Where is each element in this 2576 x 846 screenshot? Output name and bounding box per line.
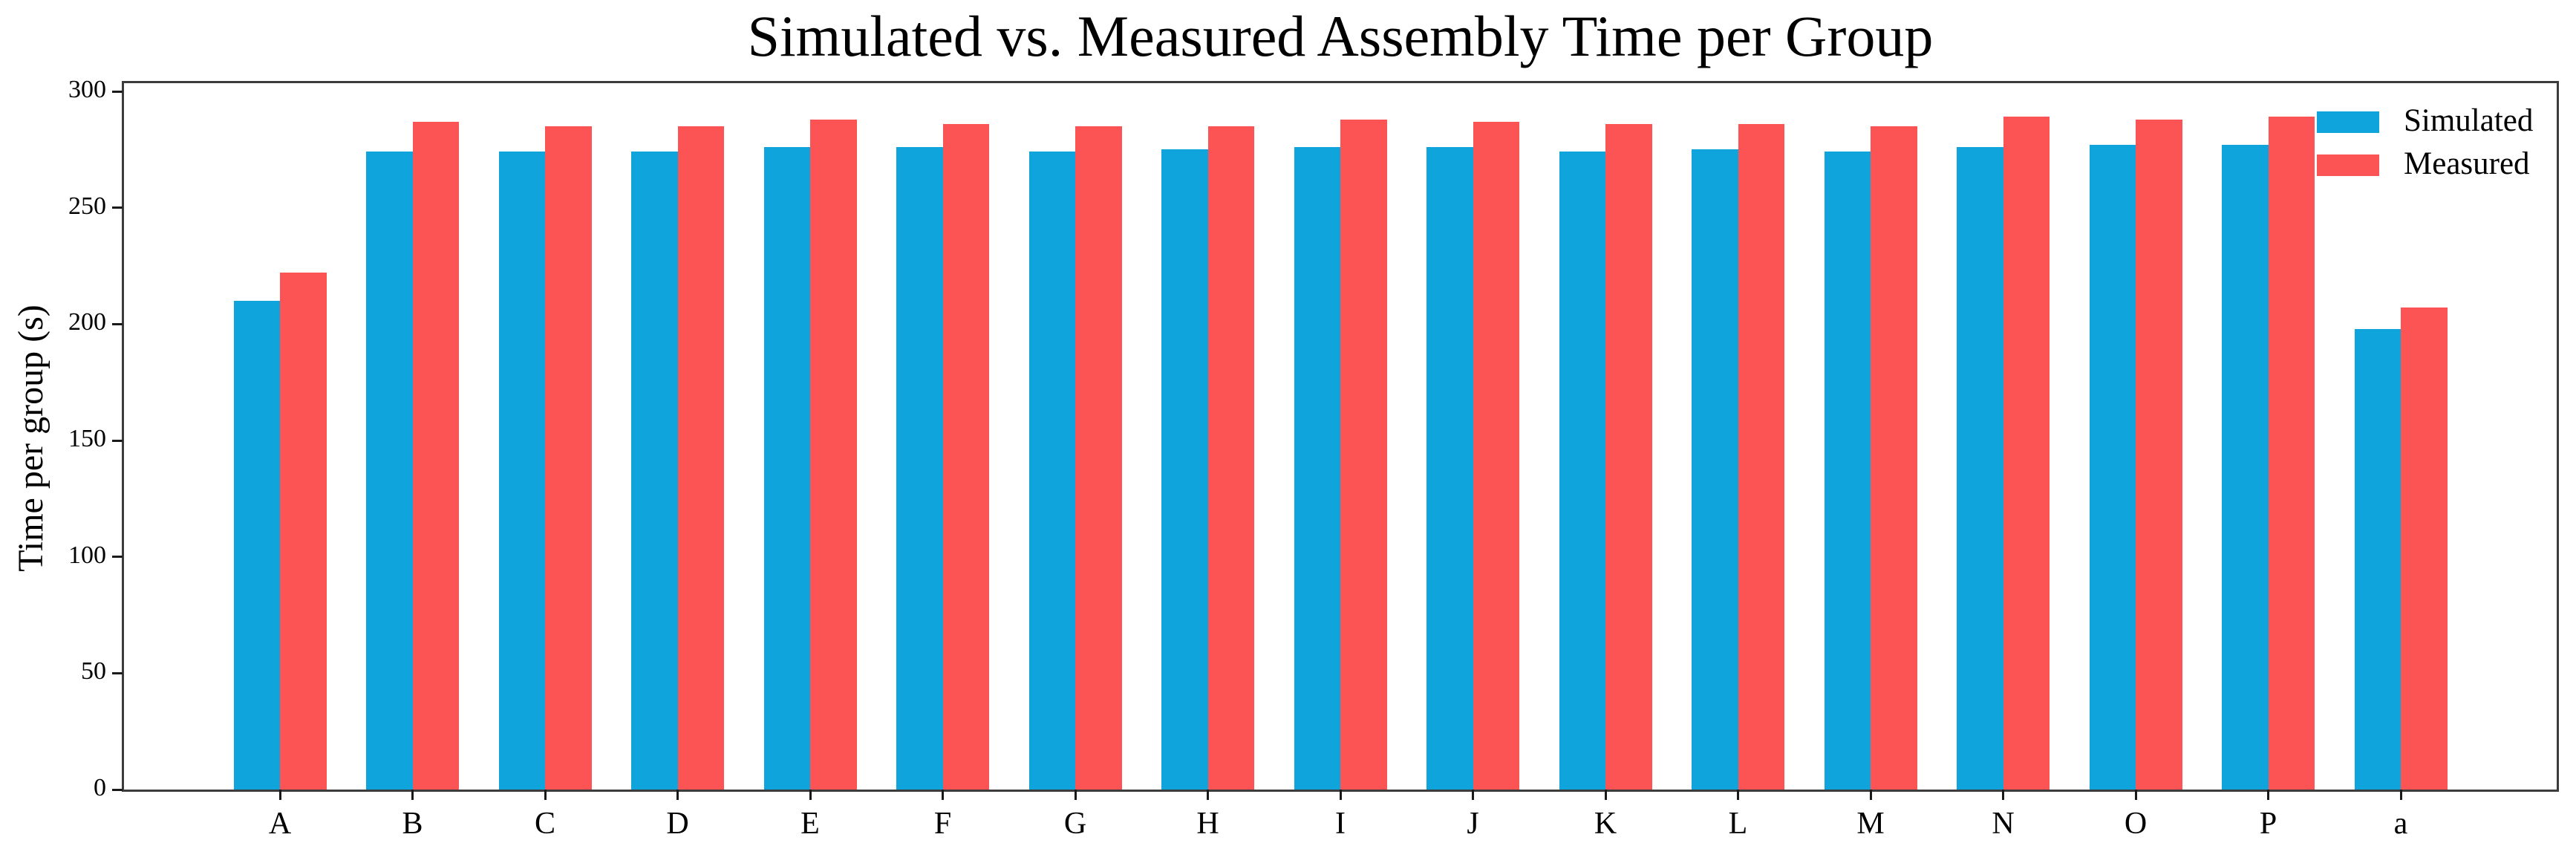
- bar-measured-L: [1738, 123, 1784, 790]
- bar-measured-N: [2003, 117, 2050, 790]
- y-tick-mark: [112, 788, 123, 791]
- x-tick-label-J: J: [1467, 807, 1479, 841]
- bar-simulated-F: [896, 147, 943, 790]
- x-tick-mark: [942, 790, 944, 800]
- y-tick-label: 0: [94, 774, 106, 801]
- y-tick-label: 300: [68, 76, 106, 103]
- bar-simulated-K: [1559, 152, 1605, 790]
- bar-measured-I: [1340, 119, 1387, 790]
- bar-measured-a: [2401, 308, 2448, 790]
- y-tick-label: 50: [81, 657, 106, 686]
- y-tick-label: 100: [68, 541, 106, 569]
- bar-simulated-J: [1426, 147, 1473, 790]
- bar-measured-E: [810, 119, 857, 790]
- legend-label-measured: Measured: [2404, 146, 2530, 181]
- y-tick-mark: [112, 206, 123, 209]
- x-tick-label-B: B: [402, 807, 423, 841]
- bar-measured-D: [677, 126, 724, 790]
- bar-simulated-L: [1692, 149, 1738, 790]
- x-tick-mark: [1604, 790, 1607, 800]
- bar-simulated-G: [1028, 152, 1075, 790]
- y-tick-mark: [112, 671, 123, 674]
- bar-simulated-M: [1824, 152, 1871, 790]
- bar-simulated-E: [763, 147, 810, 790]
- bar-measured-H: [1207, 126, 1254, 790]
- bar-measured-B: [412, 121, 459, 790]
- y-tick-label: 150: [68, 425, 106, 452]
- bar-simulated-B: [366, 152, 413, 790]
- x-tick-mark: [676, 790, 679, 800]
- x-tick-mark: [1472, 790, 1474, 800]
- x-tick-label-P: P: [2259, 807, 2277, 841]
- x-tick-label-a: a: [2393, 807, 2408, 841]
- y-tick-mark: [112, 90, 123, 93]
- y-tick-mark: [112, 556, 123, 559]
- x-tick-label-M: M: [1856, 807, 1885, 841]
- bar-simulated-O: [2089, 145, 2136, 790]
- bar-simulated-H: [1161, 149, 1208, 790]
- x-tick-label-G: G: [1063, 807, 1087, 841]
- bar-measured-K: [1605, 123, 1652, 790]
- chart-title: Simulated vs. Measured Assembly Time per…: [747, 4, 1934, 68]
- y-tick-label: 250: [68, 192, 106, 220]
- bar-measured-J: [1473, 121, 1519, 790]
- bar-measured-G: [1075, 126, 1122, 790]
- legend-swatch-simulated: [2317, 111, 2379, 133]
- bar-measured-A: [280, 273, 327, 790]
- y-tick-label: 200: [68, 308, 106, 336]
- x-tick-label-L: L: [1728, 807, 1748, 841]
- x-tick-label-D: D: [666, 807, 689, 841]
- x-tick-label-N: N: [1992, 807, 2015, 841]
- bar-simulated-N: [1957, 147, 2003, 790]
- x-tick-mark: [1737, 790, 1739, 800]
- bar-measured-M: [1871, 126, 1917, 790]
- x-tick-mark: [2399, 790, 2402, 800]
- x-tick-mark: [1339, 790, 1342, 800]
- bar-measured-C: [545, 126, 592, 790]
- x-tick-label-F: F: [933, 807, 952, 841]
- x-tick-mark: [2134, 790, 2137, 800]
- bar-measured-F: [942, 123, 989, 790]
- legend-swatch-measured: [2317, 154, 2379, 176]
- x-tick-mark: [2002, 790, 2004, 800]
- x-tick-label-E: E: [800, 807, 820, 841]
- bar-simulated-I: [1294, 147, 1340, 790]
- x-tick-mark: [278, 790, 281, 800]
- y-tick-mark: [112, 439, 123, 442]
- x-tick-mark: [809, 790, 812, 800]
- x-tick-label-C: C: [534, 807, 555, 841]
- x-tick-mark: [544, 790, 547, 800]
- x-tick-mark: [1207, 790, 1209, 800]
- bar-measured-P: [2268, 117, 2315, 790]
- x-tick-mark: [1869, 790, 1872, 800]
- bar-simulated-P: [2222, 145, 2269, 790]
- x-tick-mark: [2267, 790, 2269, 800]
- y-tick-mark: [112, 322, 123, 325]
- x-tick-label-O: O: [2124, 807, 2148, 841]
- x-tick-mark: [1074, 790, 1077, 800]
- x-tick-label-A: A: [268, 807, 292, 841]
- x-tick-label-I: I: [1335, 807, 1346, 841]
- x-tick-label-H: H: [1196, 807, 1219, 841]
- legend-label-simulated: Simulated: [2404, 103, 2534, 138]
- x-tick-label-K: K: [1594, 807, 1617, 841]
- bar-measured-O: [2136, 119, 2182, 790]
- bar-simulated-A: [233, 301, 280, 790]
- bar-simulated-C: [498, 152, 545, 790]
- x-tick-mark: [411, 790, 414, 800]
- bar-simulated-a: [2354, 328, 2401, 790]
- bar-simulated-D: [631, 152, 678, 790]
